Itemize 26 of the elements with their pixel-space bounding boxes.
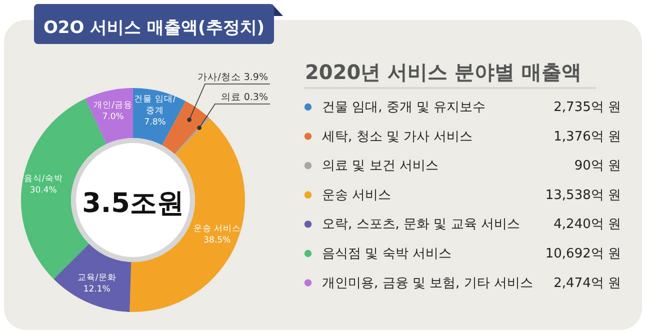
- data-label: 1,376억 원: [554, 129, 621, 144]
- data-label: 4,240억 원: [554, 217, 621, 232]
- text: 교육/문화 12.1%: [77, 273, 116, 294]
- text: 건물 임대/중계 7.8%: [134, 94, 176, 128]
- text: 가사/청소 3.9%: [198, 72, 268, 83]
- legend-label: 오락, 스포츠, 문화 및 교육 서비스: [322, 217, 520, 232]
- text: 3.5조원: [82, 188, 184, 219]
- chart-subtitle: 2020년 서비스 분야별 매출액: [305, 60, 582, 84]
- text: 의료 0.3%: [220, 92, 268, 103]
- legend-label: 운송 서비스: [322, 188, 392, 203]
- legend-label: 세탁, 청소 및 가사 서비스: [322, 129, 473, 144]
- data-label: 13,538억 원: [545, 188, 621, 203]
- data-label: 2,735억 원: [554, 100, 621, 115]
- data-label: 10,692억 원: [545, 246, 621, 262]
- legend-label: 음식점 및 숙박 서비스: [322, 246, 452, 262]
- text: 개인/금융 7.0%: [94, 100, 132, 122]
- donut-slice: [85, 88, 133, 144]
- legend-label: 의료 및 보건 서비스: [322, 158, 438, 174]
- legend-label: 개인미용, 금융 및 보험, 기타 서비스: [322, 276, 533, 291]
- text: 운송 서비스 38.5%: [193, 224, 242, 246]
- chart-title: O2O 서비스 매출액(추정치): [43, 18, 265, 38]
- text: 음식/숙박 30.4%: [24, 174, 63, 196]
- data-label: 90억 원: [574, 158, 621, 174]
- donut-slice: [54, 244, 132, 312]
- data-label: 2,474억 원: [554, 276, 621, 291]
- legend-label: 건물 임대, 중개 및 유지보수: [322, 100, 486, 115]
